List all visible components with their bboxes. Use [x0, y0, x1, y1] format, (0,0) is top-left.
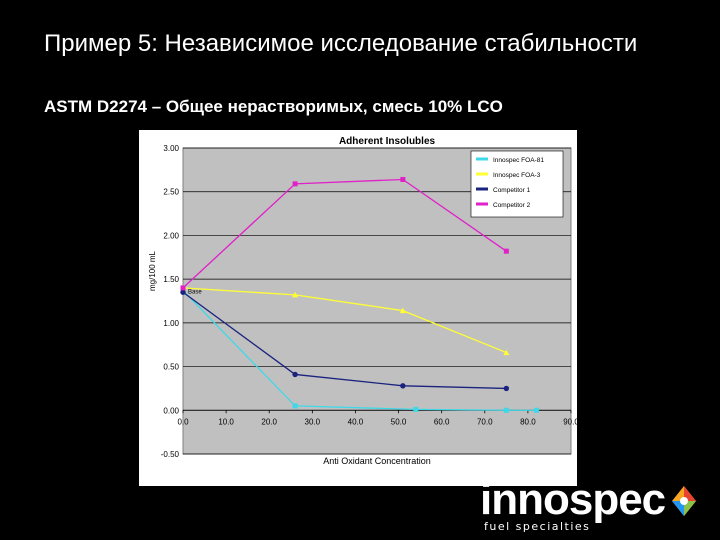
series-line	[182, 291, 507, 390]
data-point	[399, 307, 406, 314]
series-line	[182, 178, 507, 289]
x-axis-label: Anti Oxidant Concentration	[323, 456, 431, 466]
slide-subtitle: ASTM D2274 – Общее нерастворимых, смесь …	[44, 97, 503, 116]
data-point	[180, 285, 186, 291]
data-point	[180, 289, 186, 295]
y-tick-label: 1.00	[163, 319, 179, 328]
x-tick-label: 30.0	[305, 417, 321, 426]
x-tick-label: 90.0	[563, 417, 577, 426]
x-tick-label: 0.0	[177, 417, 189, 426]
data-point	[503, 407, 509, 413]
logo-wordmark: innospec	[480, 475, 666, 524]
x-tick-label: 60.0	[434, 417, 450, 426]
data-point	[400, 383, 406, 389]
x-tick-label: 70.0	[477, 417, 493, 426]
y-tick-label: 0.00	[163, 406, 179, 415]
data-point	[400, 176, 406, 182]
chart-title: Adherent Insolubles	[339, 136, 436, 147]
company-logo: innospec fuel specialties	[480, 476, 700, 533]
data-point	[292, 371, 298, 378]
data-point	[292, 181, 298, 187]
data-point	[534, 407, 540, 413]
data-point	[503, 248, 509, 254]
y-tick-label: -0.50	[161, 450, 180, 459]
y-tick-label: 1.50	[163, 275, 179, 284]
data-point	[292, 403, 298, 409]
legend-entry: Innospec FOA-81	[493, 157, 544, 164]
legend-box	[470, 150, 564, 218]
x-tick-label: 50.0	[391, 417, 407, 426]
annotation-label: Base	[188, 290, 202, 296]
legend-entry: Competitor 2	[493, 202, 531, 209]
legend-entry: Innospec FOA-3	[493, 172, 541, 179]
data-point	[503, 349, 510, 356]
series-line	[182, 287, 507, 354]
x-tick-label: 80.0	[520, 417, 536, 426]
y-tick-label: 3.00	[163, 144, 179, 153]
logo-diamond-icon	[672, 486, 696, 516]
chart-frame: 3.00 2.50 2.00 1.50 1.00 0.50 0.00 -0.50 0.0 10.0…	[139, 130, 577, 486]
chart-svg: 3.00 2.50 2.00 1.50 1.00 0.50 0.00 -0.50 0.0 10.0…	[148, 136, 577, 466]
x-tick-label: 10.0	[218, 417, 234, 426]
slide-title: Пример 5: Независимое исследование стаби…	[44, 30, 638, 57]
y-tick-label: 2.50	[163, 188, 179, 197]
x-tick-label: 40.0	[348, 417, 364, 426]
y-tick-label: 0.50	[163, 363, 179, 372]
y-tick-label: 2.00	[163, 231, 179, 240]
data-point	[413, 406, 419, 412]
legend-entry: Competitor 1	[493, 187, 531, 194]
y-axis-label: mg/100 mL	[148, 250, 157, 291]
data-point	[292, 291, 299, 298]
logo-tagline: fuel specialties	[484, 520, 591, 533]
data-point	[503, 385, 510, 392]
x-tick-label: 20.0	[261, 417, 277, 426]
